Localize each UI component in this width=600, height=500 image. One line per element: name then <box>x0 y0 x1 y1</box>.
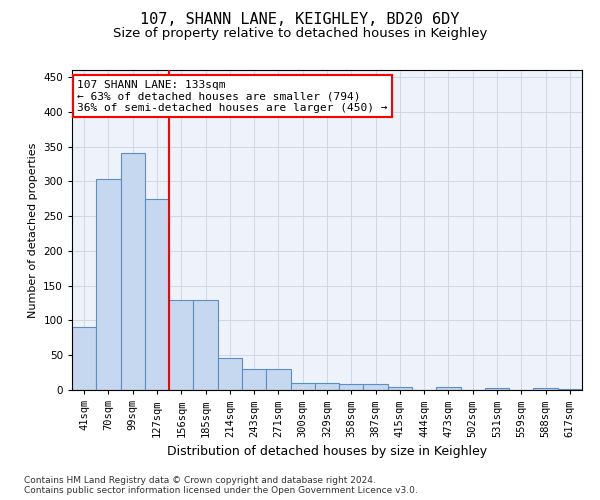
Bar <box>485 388 509 390</box>
Text: Size of property relative to detached houses in Keighley: Size of property relative to detached ho… <box>113 28 487 40</box>
Text: Contains HM Land Registry data © Crown copyright and database right 2024.
Contai: Contains HM Land Registry data © Crown c… <box>24 476 418 495</box>
Bar <box>218 358 242 390</box>
Bar <box>388 387 412 390</box>
Text: 107, SHANN LANE, KEIGHLEY, BD20 6DY: 107, SHANN LANE, KEIGHLEY, BD20 6DY <box>140 12 460 28</box>
Bar <box>315 383 339 390</box>
Bar <box>242 369 266 390</box>
Bar <box>436 387 461 390</box>
Bar <box>266 369 290 390</box>
X-axis label: Distribution of detached houses by size in Keighley: Distribution of detached houses by size … <box>167 445 487 458</box>
Bar <box>169 300 193 390</box>
Bar <box>339 384 364 390</box>
Y-axis label: Number of detached properties: Number of detached properties <box>28 142 38 318</box>
Bar <box>121 154 145 390</box>
Bar <box>72 328 96 390</box>
Bar <box>290 383 315 390</box>
Bar <box>145 198 169 390</box>
Bar <box>193 300 218 390</box>
Bar <box>558 388 582 390</box>
Bar <box>96 179 121 390</box>
Text: 107 SHANN LANE: 133sqm
← 63% of detached houses are smaller (794)
36% of semi-de: 107 SHANN LANE: 133sqm ← 63% of detached… <box>77 80 388 113</box>
Bar <box>364 384 388 390</box>
Bar <box>533 388 558 390</box>
